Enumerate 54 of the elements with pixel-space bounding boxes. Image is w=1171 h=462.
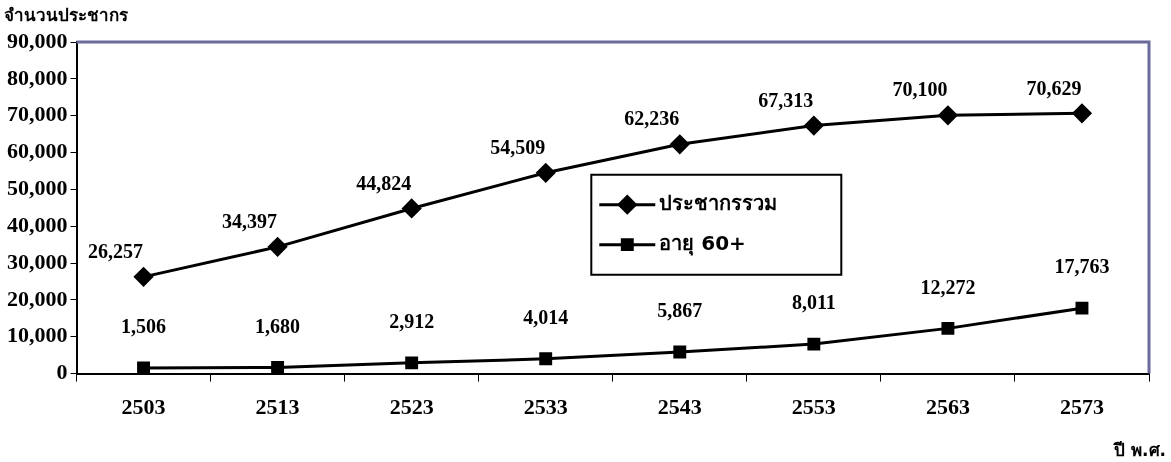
point [941, 321, 955, 335]
data-label: 26,257 [88, 240, 144, 263]
data-label: 70,100 [892, 78, 948, 101]
point [673, 345, 687, 359]
data-label: 62,236 [624, 107, 680, 130]
point [536, 163, 556, 183]
x-tick-label: 2563 [925, 394, 970, 420]
y-tick-label: 10,000 [7, 322, 68, 348]
x-tick-label: 2513 [255, 394, 300, 420]
x-tick-label: 2523 [389, 394, 434, 420]
x-axis-title: ปี พ.ศ. [1113, 439, 1166, 460]
data-label: 54,509 [490, 135, 546, 158]
data-label: 12,272 [920, 275, 976, 298]
point [402, 198, 422, 218]
point [134, 267, 154, 287]
y-axis-title: จำนวนประชากร [4, 4, 129, 25]
y-tick-label: 60,000 [7, 138, 68, 164]
point [938, 105, 958, 125]
data-label: 44,824 [356, 171, 412, 194]
x-tick-label: 2553 [791, 394, 836, 420]
x-tick-label: 2573 [1059, 394, 1104, 420]
point [1075, 301, 1089, 315]
data-label: 67,313 [758, 88, 814, 111]
point [807, 337, 821, 351]
data-label: 4,014 [523, 305, 569, 328]
point [405, 356, 419, 370]
y-tick-label: 30,000 [7, 248, 68, 274]
legend-label: ประชากรรวม [659, 190, 778, 215]
x-tick-label: 2533 [523, 394, 568, 420]
data-label: 70,629 [1026, 76, 1082, 99]
x-tick-label: 2503 [121, 394, 166, 420]
y-tick-label: 80,000 [7, 64, 68, 90]
point [670, 134, 690, 154]
x-tick-label: 2543 [657, 394, 702, 420]
data-label: 8,011 [791, 291, 836, 314]
y-tick-label: 20,000 [7, 285, 68, 311]
y-tick-label: 90,000 [7, 27, 68, 53]
y-tick-label: 0 [56, 359, 68, 385]
point [268, 237, 288, 257]
point [137, 361, 150, 374]
y-tick-label: 40,000 [7, 211, 68, 237]
point [1072, 103, 1092, 123]
point [539, 352, 553, 366]
point [271, 360, 285, 374]
data-label: 5,867 [657, 299, 703, 322]
point [804, 116, 824, 136]
y-tick-label: 50,000 [7, 175, 68, 201]
data-label: 17,763 [1054, 255, 1110, 278]
data-label: 1,680 [255, 314, 301, 337]
data-label: 1,506 [121, 315, 167, 338]
data-label: 2,912 [389, 310, 435, 333]
data-label: 34,397 [222, 210, 278, 233]
legend-label: อายุ 60+ [659, 230, 746, 256]
y-tick-label: 70,000 [7, 101, 68, 127]
